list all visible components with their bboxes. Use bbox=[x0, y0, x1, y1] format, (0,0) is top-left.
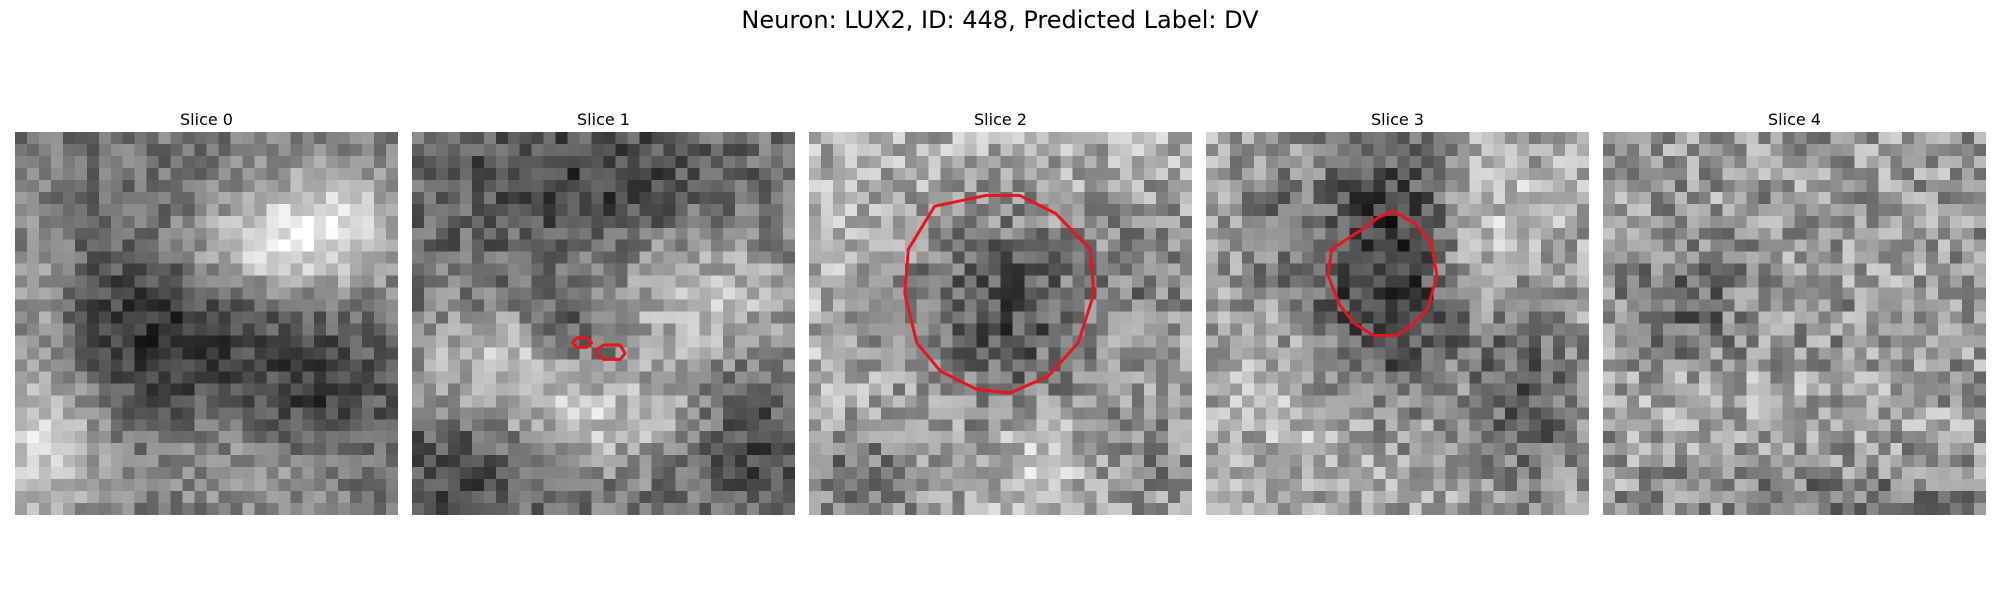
slice-title: Slice 1 bbox=[577, 110, 630, 129]
figure-title: Neuron: LUX2, ID: 448, Predicted Label: … bbox=[741, 6, 1259, 34]
segmentation-contour bbox=[594, 343, 627, 361]
slice-image-3 bbox=[1206, 132, 1589, 515]
segmentation-contour bbox=[1326, 209, 1439, 337]
slice-title: Slice 2 bbox=[974, 110, 1027, 129]
slice-title: Slice 4 bbox=[1768, 110, 1821, 129]
slice-panel-4: Slice 4 bbox=[1603, 107, 1986, 515]
slice-image-2 bbox=[809, 132, 1192, 515]
slice-panel-1: Slice 1 bbox=[412, 107, 795, 515]
segmentation-contour bbox=[570, 336, 594, 349]
slice-title: Slice 3 bbox=[1371, 110, 1424, 129]
slice-panel-3: Slice 3 bbox=[1206, 107, 1589, 515]
slice-image-0 bbox=[15, 132, 398, 515]
slice-image-1 bbox=[412, 132, 795, 515]
slice-image-4 bbox=[1603, 132, 1986, 515]
slice-panel-0: Slice 0 bbox=[15, 107, 398, 515]
slice-title: Slice 0 bbox=[180, 110, 233, 129]
segmentation-contour bbox=[903, 193, 1096, 395]
slice-panel-2: Slice 2 bbox=[809, 107, 1192, 515]
